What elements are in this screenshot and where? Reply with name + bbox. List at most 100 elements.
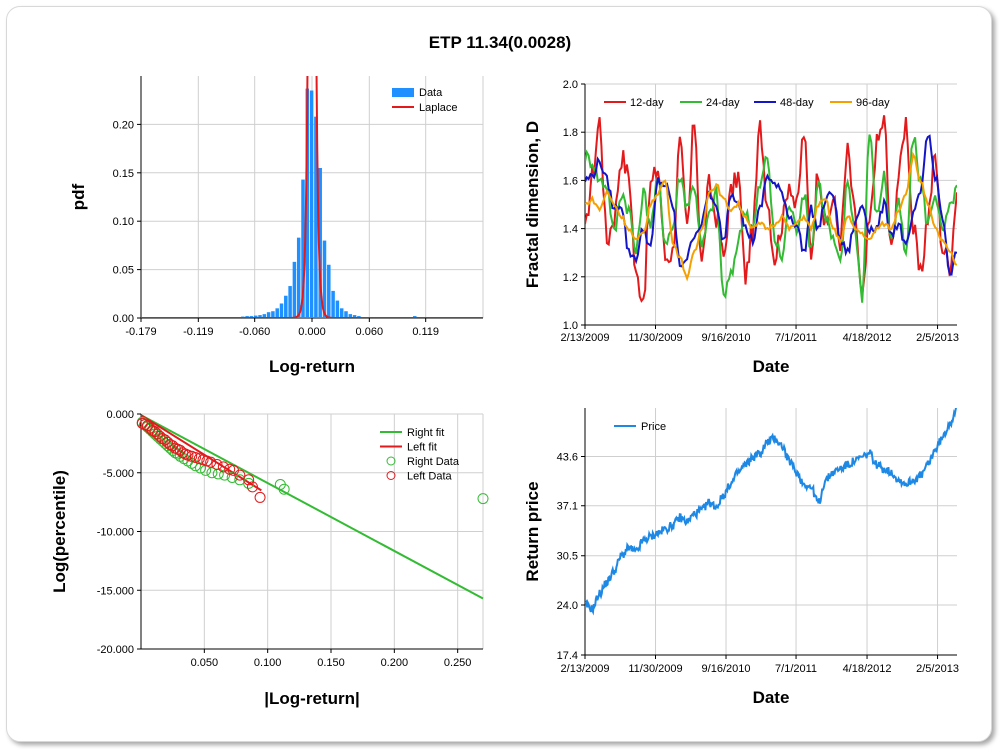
price-x-tick-label: 2/5/2013 (916, 663, 959, 675)
figure-title: ETP 11.34(0.0028) (428, 33, 572, 52)
fractal-x-tick-label: 9/16/2010 (702, 332, 751, 344)
tail-data-point (254, 491, 266, 503)
fractal-y-axis-title: Fractal dimension, D (523, 121, 542, 288)
pdf-bar (253, 315, 258, 318)
pdf-bar (344, 311, 348, 318)
pdf-x-tick-label: 0.060 (356, 326, 384, 338)
pdf-x-tick-label: 0.119 (412, 326, 439, 338)
tail-x-tick-label: 0.050 (191, 657, 219, 669)
legend-swatch-data (392, 88, 414, 97)
tail-legend-label: Right Data (407, 456, 460, 468)
pdf-bar (309, 90, 314, 318)
tail-data-point (234, 469, 246, 481)
fractal-legend-label: 48-day (780, 97, 814, 109)
tail-y-tick-label: 0.000 (106, 409, 134, 421)
pdf-x-tick-label: -0.119 (183, 326, 213, 338)
pdf-x-tick-label: -0.179 (125, 326, 156, 338)
legend-label-laplace: Laplace (419, 102, 458, 114)
tail-y-tick-label: -5.000 (103, 468, 134, 480)
pdf-bar (292, 261, 297, 318)
price-x-tick-label: 7/1/2011 (775, 663, 817, 675)
pdf-bar (348, 314, 353, 318)
tail-x-tick-label: 0.100 (254, 657, 282, 669)
pdf-bar (352, 315, 357, 318)
fractal-series-line (585, 134, 957, 276)
pdf-bar (288, 286, 292, 318)
tail-y-tick-label: -15.000 (97, 585, 134, 597)
pdf-y-tick-label: 0.10 (113, 216, 134, 228)
tail-data-point (211, 459, 223, 471)
tail-data-point (477, 493, 489, 505)
fractal-y-tick-label: 2.0 (563, 79, 578, 91)
pdf-y-tick-label: 0.05 (113, 265, 134, 277)
tail-y-axis-title: Log(percentile) (50, 470, 69, 593)
tail-data-point (243, 477, 255, 489)
pdf-bar (279, 303, 284, 318)
tail-legend-label: Left Data (407, 471, 453, 483)
tail-data-point (226, 471, 238, 483)
pdf-bar (331, 290, 335, 318)
tail-legend-label: Right fit (407, 427, 444, 439)
tail-legend-swatch (386, 471, 396, 480)
pdf-bar (314, 116, 318, 318)
pdf-bar (335, 300, 340, 318)
fractal-y-tick-label: 1.6 (563, 175, 578, 187)
fractal-legend-label: 24-day (706, 97, 740, 109)
tail-data-point (189, 460, 201, 472)
tail-y-tick-label: -20.000 (97, 644, 134, 656)
pdf-y-tick-label: 0.00 (113, 313, 134, 325)
fractal-legend-label: 96-day (856, 97, 890, 109)
price-x-axis-title: Date (753, 688, 790, 707)
pdf-x-tick-label: 0.000 (298, 326, 326, 338)
price-panel: 2/13/2009 11/30/2009 9/16/2010 7/1/2011 4/18… (523, 408, 959, 707)
price-y-tick-label: 30.5 (557, 551, 578, 563)
tail-fit-line (140, 414, 262, 492)
price-legend-label: Price (641, 421, 666, 433)
fractal-y-tick-label: 1.2 (563, 272, 578, 284)
pdf-bar (318, 167, 322, 318)
fractal-x-tick-label: 7/1/2011 (775, 332, 817, 344)
tail-x-tick-label: 0.200 (381, 657, 409, 669)
tail-y-tick-label: -10.000 (97, 527, 134, 539)
fractal-x-tick-label: 2/5/2013 (916, 332, 959, 344)
fractal-series-line (585, 151, 957, 282)
price-x-tick-label: 11/30/2009 (628, 663, 682, 675)
tail-data-point (206, 467, 218, 479)
fractal-x-tick-label: 4/18/2012 (843, 332, 892, 344)
price-line (585, 408, 957, 616)
price-x-tick-label: 9/16/2010 (702, 663, 751, 675)
fractal-x-tick-label: 2/13/2009 (561, 332, 610, 344)
pdf-bar (301, 179, 305, 318)
tail-panel: 0.050 0.100 0.150 0.200 0.250 0.000 -5.000 -10.… (50, 409, 489, 708)
tail-fit-line (140, 414, 484, 600)
pdf-bar (339, 308, 344, 318)
tail-legend-label: Left fit (407, 442, 437, 454)
tail-data-point (278, 483, 290, 495)
fractal-y-tick-label: 1.8 (563, 127, 578, 139)
price-x-tick-label: 2/13/2009 (561, 663, 610, 675)
pdf-x-axis-title: Log-return (269, 357, 355, 376)
pdf-bar (275, 308, 279, 318)
pdf-bar (322, 240, 327, 318)
tail-x-tick-label: 0.150 (317, 657, 345, 669)
fractal-y-tick-label: 1.4 (563, 224, 578, 236)
fractal-series-line (585, 134, 957, 303)
pdf-y-axis-title: pdf (69, 183, 88, 210)
pdf-bar (284, 295, 288, 318)
pdf-bar (271, 311, 275, 318)
pdf-bar (258, 315, 262, 318)
price-y-tick-label: 24.0 (557, 600, 578, 612)
tail-legend-swatch (386, 456, 396, 466)
price-x-tick-label: 4/18/2012 (843, 663, 892, 675)
tail-data-point (243, 474, 255, 486)
tail-data-point (217, 461, 229, 473)
pdf-bar (296, 237, 301, 318)
pdf-bar (305, 88, 310, 318)
pdf-bar (266, 312, 271, 318)
fractal-panel: 2/13/2009 11/30/2009 9/16/2010 7/1/2011 4/18… (523, 79, 959, 376)
pdf-bar (262, 314, 267, 318)
tail-x-axis-title: |Log-return| (264, 689, 359, 708)
tail-x-tick-label: 0.250 (444, 657, 472, 669)
pdf-y-tick-label: 0.15 (113, 168, 134, 180)
